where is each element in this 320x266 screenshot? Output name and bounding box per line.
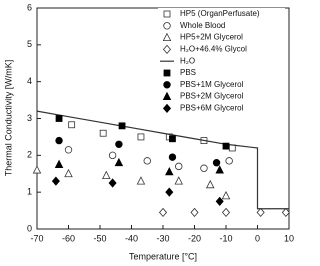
legend-label: PBS+1M Glycerol bbox=[180, 80, 244, 89]
marker bbox=[163, 10, 171, 18]
marker bbox=[190, 207, 199, 218]
legend-label: HP5+2M Glycerol bbox=[180, 33, 243, 42]
marker bbox=[108, 151, 117, 160]
marker bbox=[55, 136, 63, 145]
x-tick-label: 0 bbox=[255, 233, 260, 243]
x-tick-label: -20 bbox=[188, 233, 201, 243]
marker bbox=[32, 165, 42, 174]
marker bbox=[163, 69, 171, 77]
marker bbox=[215, 196, 224, 206]
legend-label: PBS bbox=[180, 68, 196, 77]
x-tick-label: -10 bbox=[219, 233, 232, 243]
legend-box bbox=[158, 8, 285, 117]
x-tick-label: -30 bbox=[156, 233, 169, 243]
marker bbox=[162, 91, 172, 100]
marker bbox=[114, 157, 124, 167]
x-axis-label: Temperature [°C] bbox=[129, 251, 197, 261]
marker bbox=[212, 158, 221, 167]
marker bbox=[118, 122, 126, 130]
marker bbox=[165, 187, 174, 197]
marker bbox=[165, 167, 174, 176]
h2o-line bbox=[36, 110, 289, 210]
marker bbox=[221, 190, 231, 200]
marker bbox=[163, 81, 171, 89]
marker bbox=[215, 165, 224, 174]
chart: Temperature [°C] Thermal Conductivity [W… bbox=[3, 2, 294, 261]
legend-label: Whole Blood bbox=[180, 21, 225, 30]
marker bbox=[281, 207, 290, 218]
legend-label: PBS+6M Glycerol bbox=[180, 104, 244, 113]
marker bbox=[200, 164, 208, 172]
marker bbox=[137, 133, 145, 141]
marker bbox=[102, 170, 111, 179]
legend-label: H₂O+46.4% Glycol bbox=[180, 45, 247, 54]
marker bbox=[162, 103, 172, 114]
marker bbox=[143, 157, 151, 165]
marker bbox=[169, 135, 176, 143]
marker bbox=[51, 176, 60, 186]
marker bbox=[222, 142, 230, 150]
y-tick-label: 4 bbox=[27, 76, 32, 86]
y-tick-label: 5 bbox=[27, 39, 32, 49]
y-tick-label: 0 bbox=[27, 223, 32, 233]
marker bbox=[64, 168, 73, 178]
marker bbox=[205, 179, 215, 189]
x-tick-label: -40 bbox=[125, 233, 138, 243]
y-tick-label: 1 bbox=[27, 187, 32, 197]
marker bbox=[221, 207, 231, 218]
marker bbox=[136, 176, 146, 185]
legend-label: PBS+2M Glycerol bbox=[180, 92, 244, 101]
y-axis-label: Thermal Conductivity [W/mK] bbox=[3, 60, 13, 177]
marker bbox=[68, 121, 76, 129]
legend-label: H₂O bbox=[180, 56, 195, 65]
legend-label: HP5 (OrganPerfusate) bbox=[180, 9, 260, 18]
x-tick-label: -60 bbox=[62, 233, 75, 243]
marker bbox=[115, 140, 123, 148]
y-tick-label: 3 bbox=[27, 113, 32, 123]
marker bbox=[54, 159, 64, 168]
marker bbox=[108, 178, 117, 188]
x-tick-label: 10 bbox=[284, 233, 294, 243]
marker bbox=[174, 176, 184, 185]
marker bbox=[64, 146, 73, 154]
x-tick-label: -50 bbox=[93, 233, 106, 243]
marker bbox=[163, 22, 171, 30]
marker bbox=[158, 207, 168, 218]
marker bbox=[225, 157, 233, 165]
marker bbox=[99, 129, 107, 137]
marker bbox=[55, 115, 63, 122]
marker bbox=[256, 207, 265, 218]
marker bbox=[168, 153, 177, 161]
y-tick-label: 6 bbox=[27, 2, 32, 12]
marker bbox=[162, 44, 172, 55]
marker bbox=[162, 32, 172, 41]
y-tick-label: 2 bbox=[27, 150, 32, 160]
x-tick-label: -70 bbox=[30, 233, 43, 243]
marker bbox=[175, 162, 183, 171]
